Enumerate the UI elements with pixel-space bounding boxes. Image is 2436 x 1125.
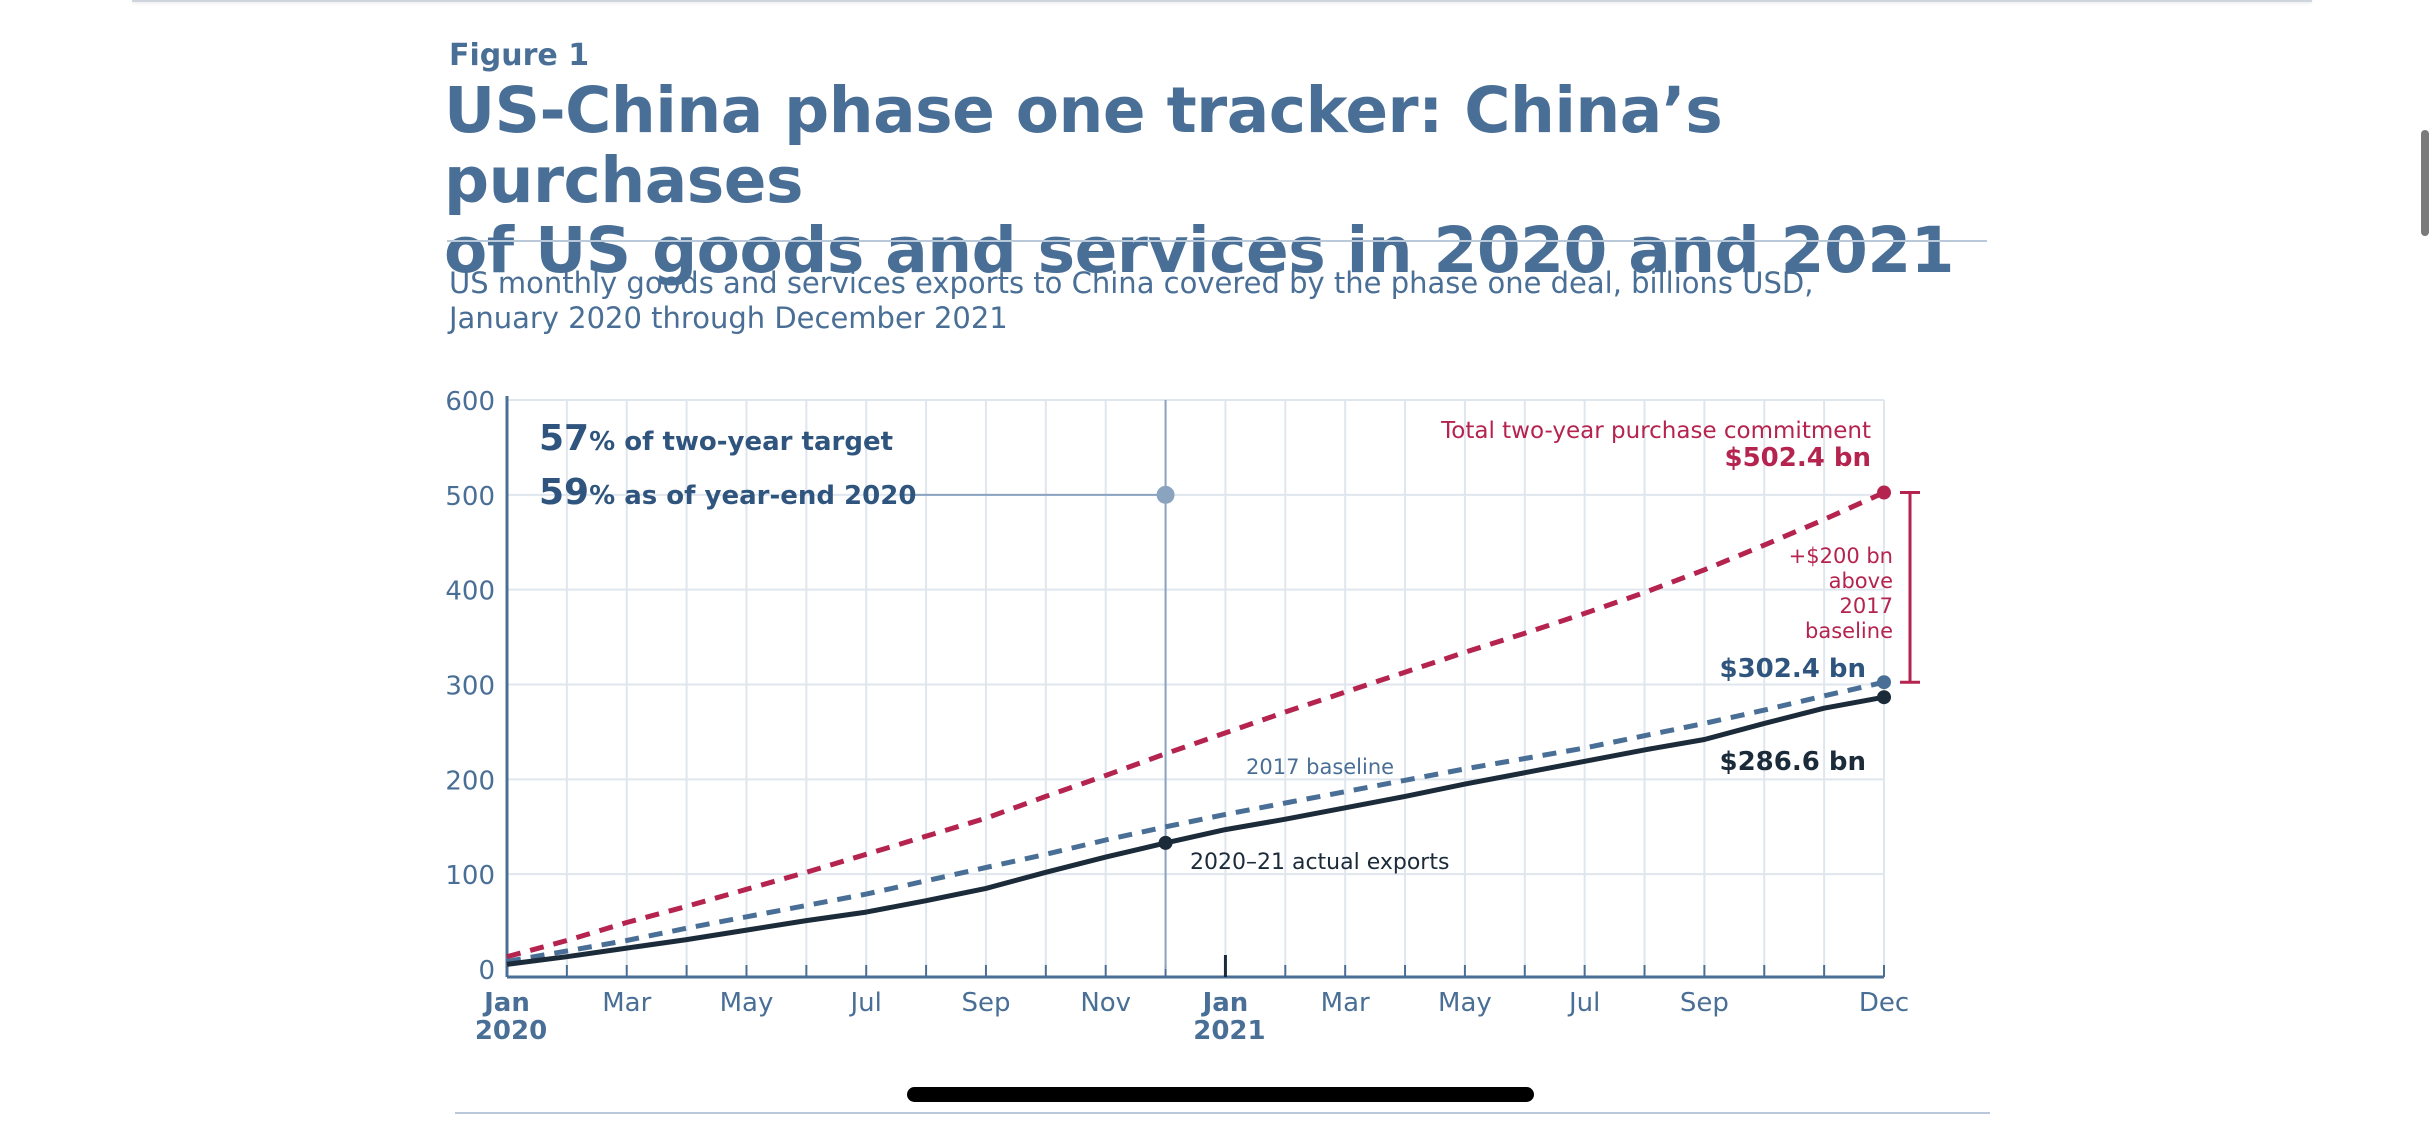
- x-tick-label: Jul: [1567, 988, 1600, 1018]
- actual-year-end-point: [1158, 835, 1173, 850]
- figure-label: Figure 1: [449, 38, 590, 73]
- x-tick-label: Sep: [961, 988, 1010, 1018]
- x-tick-label: Mar: [602, 988, 651, 1018]
- y-tick-label: 100: [445, 861, 495, 891]
- title-divider: [447, 240, 1987, 242]
- home-indicator[interactable]: [907, 1087, 1534, 1102]
- x-tick-label: Sep: [1680, 988, 1729, 1018]
- percent-year-end-2020: 59% as of year-end 2020: [539, 472, 916, 513]
- y-tick-label: 200: [445, 766, 495, 796]
- x-tick-year-label: 2021: [1193, 1016, 1265, 1046]
- y-tick-label: 500: [445, 482, 495, 512]
- title-line-2: of US goods and services in 2020 and 202…: [444, 214, 1955, 287]
- actual-end-point: [1877, 690, 1891, 705]
- year-end-reference: [900, 400, 1175, 969]
- baseline-end-value: $302.4 bn: [1719, 654, 1866, 684]
- page-title: US-China phase one tracker: China’s purc…: [444, 76, 2004, 286]
- top-divider: [132, 0, 2312, 2]
- y-tick-label: 600: [445, 387, 495, 417]
- commitment-value: $502.4 bn: [1724, 443, 1871, 473]
- x-tick-label: Jul: [849, 988, 882, 1018]
- title-line-1: US-China phase one tracker: China’s purc…: [444, 74, 1723, 217]
- x-tick-label: Jan: [1201, 988, 1249, 1018]
- x-tick-year-label: 2020: [475, 1016, 547, 1046]
- percent-of-target: 57% of two-year target: [539, 418, 893, 459]
- commitment-series-line: [506, 490, 1886, 960]
- x-tick-label: May: [720, 988, 774, 1018]
- actual-series-label: 2020–21 actual exports: [1190, 850, 1449, 875]
- x-tick-label: Mar: [1321, 988, 1370, 1018]
- year-end-reference-dot: [1156, 485, 1175, 504]
- y-tick-label: 0: [478, 956, 495, 986]
- subtitle-line-1: US monthly goods and services exports to…: [449, 266, 1814, 300]
- commitment-label: Total two-year purchase commitment: [1440, 418, 1871, 444]
- actual-series-line: [506, 694, 1885, 967]
- subtitle-line-2: January 2020 through December 2021: [449, 301, 1008, 335]
- x-tick-label: Jan: [482, 988, 530, 1018]
- x-tick-label: Dec: [1859, 988, 1909, 1018]
- baseline-series-line: [506, 679, 1885, 964]
- vertical-scrollbar[interactable]: [2421, 130, 2429, 236]
- y-tick-label: 400: [445, 577, 495, 607]
- bottom-divider: [455, 1112, 1990, 1114]
- axes: [505, 396, 1885, 979]
- series-lines: [506, 485, 1920, 967]
- baseline-series-label: 2017 baseline: [1246, 755, 1394, 779]
- baseline-end-point: [1877, 675, 1891, 690]
- above-baseline-line: +$200 bn: [1789, 544, 1893, 568]
- x-tick-label: Nov: [1080, 988, 1131, 1018]
- chart-subtitle: US monthly goods and services exports to…: [449, 266, 1899, 336]
- above-baseline-line: 2017: [1840, 594, 1893, 618]
- commitment-end-point: [1877, 485, 1891, 500]
- x-tick-label: May: [1438, 988, 1492, 1018]
- actual-end-value: $286.6 bn: [1719, 747, 1866, 777]
- above-baseline-line: above: [1829, 569, 1893, 593]
- y-tick-label: 300: [445, 672, 495, 702]
- above-baseline-line: baseline: [1805, 619, 1893, 643]
